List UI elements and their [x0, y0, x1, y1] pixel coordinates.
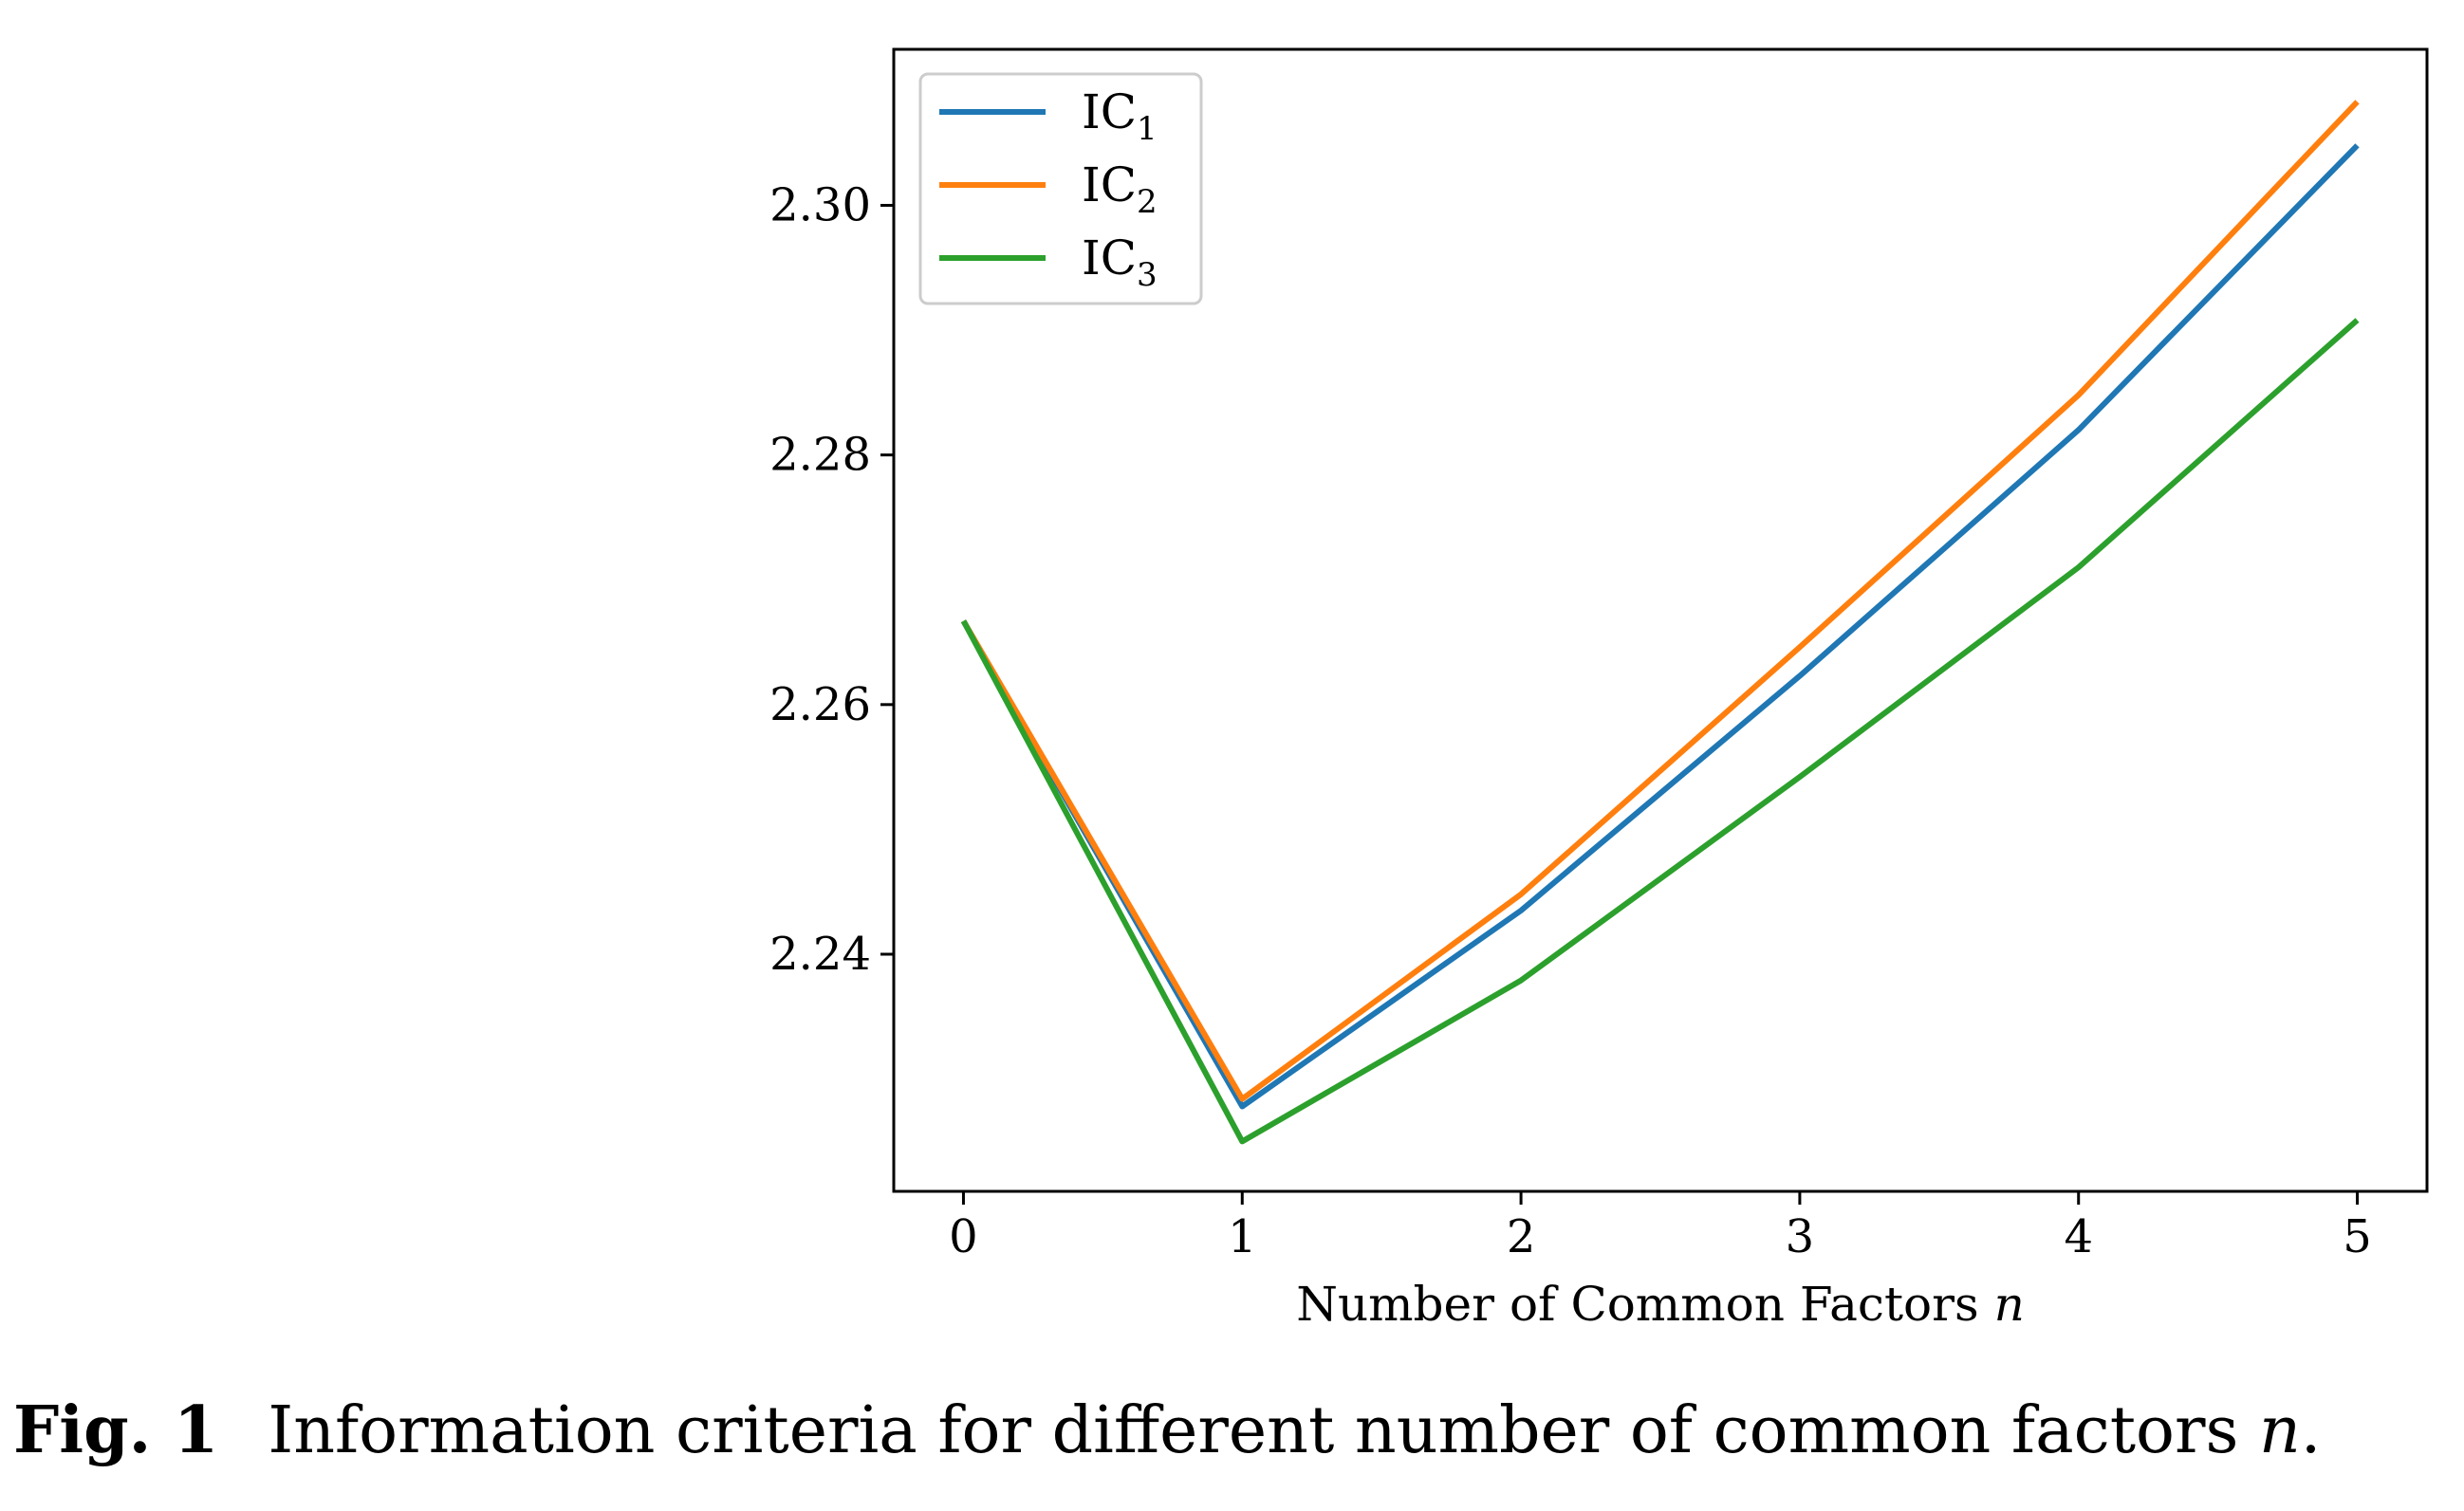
- y-tick-label: 2.28: [769, 429, 871, 482]
- plot-lines: [960, 100, 2360, 1145]
- y-tick-label: 2.26: [769, 678, 871, 731]
- legend-label-ic1: IC1: [1082, 84, 1158, 148]
- legend-box: [918, 72, 1203, 305]
- line-chart: 0 1 2 3 4 5 2.24 2.26 2.28 2.30 Number of Common…: [769, 47, 2429, 1332]
- x-tick-label: 1: [1228, 1210, 1257, 1263]
- series-line-ic3: [960, 318, 2360, 1145]
- legend-label-ic3: IC3: [1082, 230, 1158, 294]
- series-line-ic2: [960, 100, 2360, 1102]
- x-tick-label: 4: [2064, 1210, 2093, 1263]
- caption-text: Information criteria for different numbe…: [268, 1393, 2259, 1468]
- figure-caption: Fig. 1 Information criteria for different…: [13, 1392, 2321, 1468]
- x-tick-label: 5: [2343, 1210, 2372, 1263]
- x-tick-label: 2: [1507, 1210, 1536, 1263]
- legend: IC1 IC2 IC3: [918, 72, 1203, 305]
- plot-frame: [892, 47, 2429, 1193]
- legend-label-ic2: IC2: [1082, 157, 1158, 221]
- series-line-ic1: [960, 143, 2360, 1110]
- x-axis: 0 1 2 3 4 5: [949, 1191, 2372, 1263]
- x-axis-label: Number of Common Factors n: [1296, 1277, 2025, 1332]
- x-tick-label: 3: [1786, 1210, 1815, 1263]
- caption-variable: n: [2259, 1393, 2301, 1468]
- caption-end: .: [2300, 1393, 2322, 1468]
- y-tick-label: 2.24: [769, 928, 871, 981]
- y-axis: 2.24 2.26 2.28 2.30: [769, 178, 894, 981]
- y-tick-label: 2.30: [769, 178, 871, 231]
- figure-label: Fig. 1: [13, 1392, 219, 1468]
- x-tick-label: 0: [949, 1210, 978, 1263]
